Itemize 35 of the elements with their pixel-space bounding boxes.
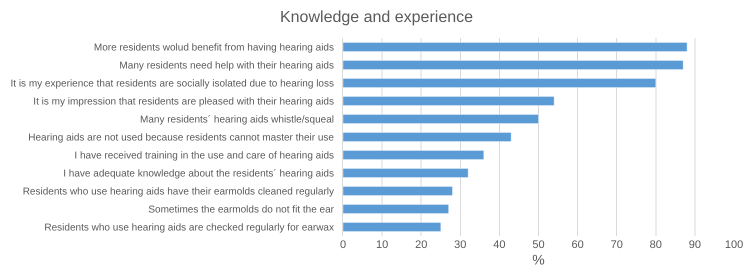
y-tick-label: Residents who use hearing aids are checked regularly for earwax <box>44 222 334 234</box>
bar <box>343 114 539 124</box>
bar <box>343 150 484 160</box>
y-tick-label: Residents who use hearing aids have their earmolds cleaned regularly <box>22 186 334 198</box>
bar <box>343 78 656 88</box>
x-tick-label: 30 <box>454 239 466 251</box>
y-tick-label: More residents wolud benefit from having hearing aids <box>94 42 334 54</box>
chart-title: Knowledge and experience <box>280 9 474 26</box>
x-tick-label: 80 <box>650 239 662 251</box>
bar <box>343 204 449 214</box>
y-tick-label: Sometimes the earmolds do not fit the ear <box>148 204 335 216</box>
bar <box>343 42 688 52</box>
bar <box>343 60 684 70</box>
bar <box>343 96 554 106</box>
bar <box>343 132 512 142</box>
x-tick-label: 10 <box>376 239 388 251</box>
x-tick-label: 100 <box>724 239 744 251</box>
bar <box>343 168 468 178</box>
x-tick-label: 70 <box>610 239 623 251</box>
bar <box>343 186 453 196</box>
y-tick-label: Hearing aids are not used because residents cannot master their use <box>28 132 334 144</box>
x-tick-label: 20 <box>415 239 428 251</box>
x-tick-label: 90 <box>688 239 702 251</box>
y-tick-label: Many residents´ hearing aids whistle/squeal <box>140 114 334 126</box>
x-tick-label: 50 <box>532 239 545 251</box>
y-tick-label: I have received training in the use and care of hearing aids <box>74 150 334 162</box>
y-tick-label: It is my impression that residents are pleased with their hearing aids <box>33 96 334 108</box>
x-axis-title: % <box>532 251 545 268</box>
y-tick-label: Many residents need help with their hearing aids <box>119 60 334 72</box>
y-tick-label: I have adequate knowledge about the residents´ hearing aids <box>63 168 334 180</box>
x-tick-label: 60 <box>571 239 584 251</box>
x-tick-label: 40 <box>493 239 506 251</box>
x-tick-label: 0 <box>340 239 346 251</box>
y-tick-label: It is my experience that residents are socially isolated due to hearing loss <box>10 78 334 90</box>
bar <box>343 222 441 232</box>
